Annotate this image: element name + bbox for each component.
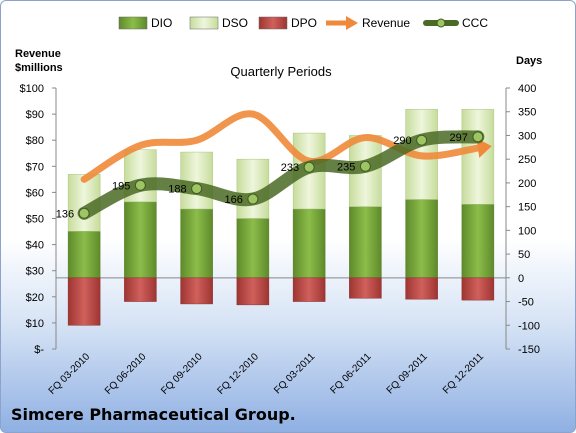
bar-dso: [180, 151, 213, 210]
bar-dpo: [67, 277, 101, 326]
left-axis-title-line2: $millions: [15, 62, 63, 74]
category-label: FQ 12-2011: [441, 351, 486, 396]
ccc-data-label: 136: [56, 208, 74, 220]
ccc-data-label: 233: [281, 162, 299, 174]
ccc-data-label: 235: [337, 161, 355, 173]
category-label: FQ 06-2010: [103, 351, 149, 397]
ccc-data-label: 290: [393, 135, 411, 147]
company-name: Simcere Pharmaceutical Group.: [11, 405, 296, 424]
bar-dpo: [292, 277, 326, 302]
right-tick-label: -50: [518, 297, 534, 309]
right-tick-label: 200: [518, 178, 536, 190]
ccc-point: [303, 161, 315, 173]
right-tick-label: -100: [518, 320, 540, 332]
chart-legend: DIO DSO DPO Revenue CCC: [118, 16, 488, 30]
left-tick-label: $10: [26, 318, 44, 330]
left-tick-label: $40: [26, 240, 44, 252]
legend-label-ccc: CCC: [462, 16, 488, 30]
bar-dso: [461, 109, 495, 205]
bar-dio: [180, 208, 213, 279]
chart-title: Quarterly Periods: [230, 64, 332, 79]
right-tick-label: -150: [518, 344, 540, 356]
bar-dio: [405, 199, 438, 279]
bar-dio: [461, 204, 495, 279]
bar-dio: [349, 206, 382, 279]
revenue-line: [80, 110, 482, 183]
category-label: FQ 03-2011: [272, 351, 317, 396]
legend-swatch-dio: [118, 16, 148, 30]
ccc-point: [191, 183, 203, 195]
left-tick-label: $20: [26, 292, 44, 304]
right-tick-label: 100: [518, 225, 536, 237]
left-tick-label: $70: [26, 161, 44, 173]
ccc-line: [77, 130, 485, 220]
right-tick-label: 250: [518, 154, 536, 166]
left-axis-title-line1: Revenue: [15, 48, 61, 60]
bar-dpo: [405, 277, 438, 300]
right-tick-label: 400: [518, 83, 536, 95]
category-label: FQ 09-2011: [385, 351, 430, 396]
bar-dio: [292, 208, 326, 279]
right-tick-label: 150: [518, 202, 536, 214]
category-label: FQ 06-2011: [329, 351, 374, 396]
legend-label-revenue: Revenue: [362, 16, 410, 30]
ccc-point: [416, 134, 428, 146]
left-tick-label: $80: [26, 135, 44, 147]
bar-dpo: [124, 277, 157, 302]
bar-dpo: [461, 277, 495, 301]
bar-dpo: [349, 277, 382, 299]
right-axis-title: Days: [516, 55, 542, 67]
ccc-point: [359, 160, 371, 172]
ccc-data-label: 188: [168, 184, 186, 196]
left-tick-label: $30: [26, 266, 44, 278]
ccc-point: [472, 131, 484, 143]
bar-dpo: [236, 277, 270, 306]
left-tick-label: $100: [20, 83, 44, 95]
ccc-data-label: 166: [225, 194, 243, 206]
category-label: FQ 03-2010: [47, 351, 93, 397]
ccc-data-label: 195: [112, 180, 130, 192]
ccc-point: [247, 193, 259, 205]
right-tick-label: 350: [518, 107, 536, 119]
legend-swatch-ccc-marker: [436, 18, 446, 28]
legend-label-dso: DSO: [222, 16, 248, 30]
ccc-point: [134, 179, 146, 191]
left-tick-label: $50: [26, 214, 44, 226]
legend-swatch-dso: [189, 16, 219, 30]
ccc-data-label: 297: [450, 132, 468, 144]
right-tick-label: 300: [518, 130, 536, 142]
legend-label-dio: DIO: [151, 16, 172, 30]
left-tick-label: $60: [26, 187, 44, 199]
category-label: FQ 09-2010: [159, 351, 205, 397]
bar-dio: [124, 201, 157, 279]
bar-dio: [236, 218, 270, 279]
category-label: FQ 12-2010: [215, 351, 261, 397]
legend-label-dpo: DPO: [291, 16, 317, 30]
ccc-point: [78, 207, 90, 219]
left-tick-label: $90: [26, 109, 44, 121]
bar-dio: [67, 231, 101, 279]
revenue-arrowhead: [476, 138, 492, 158]
right-tick-label: 0: [518, 273, 524, 285]
legend-swatch-dpo: [258, 16, 288, 30]
right-tick-label: 50: [518, 249, 530, 261]
legend-swatch-revenue-arrowhead: [346, 16, 358, 30]
bar-dpo: [180, 277, 213, 305]
left-tick-label: $-: [34, 344, 44, 356]
